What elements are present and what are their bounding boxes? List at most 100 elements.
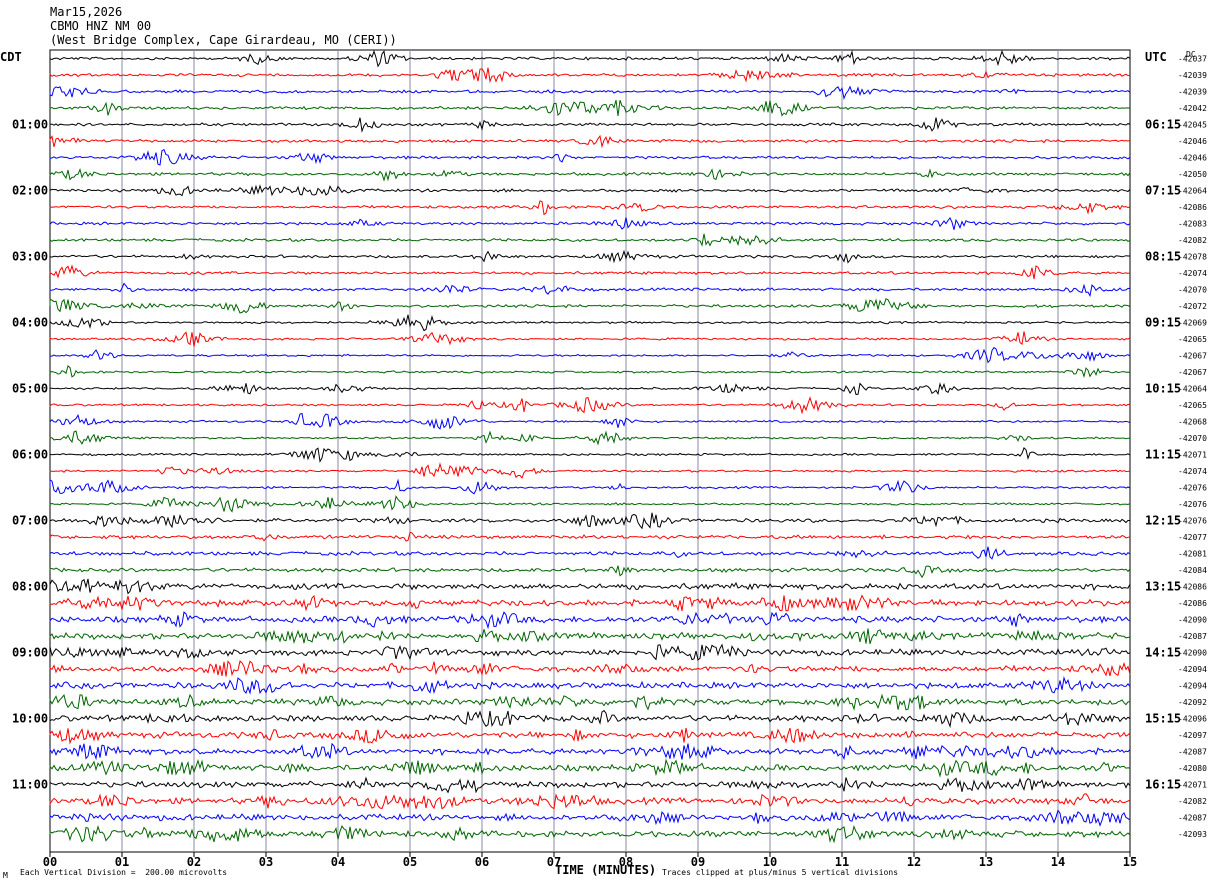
dc-offset-label: -42087	[1178, 748, 1207, 757]
dc-offset-label: -42046	[1178, 137, 1207, 146]
left-hour-label: 03:00	[12, 250, 48, 264]
left-hour-label: 09:00	[12, 646, 48, 660]
seismic-trace	[49, 314, 1130, 332]
seismic-trace	[49, 758, 1131, 778]
station-location: (West Bridge Complex, Cape Girardeau, MO…	[50, 33, 397, 47]
right-hour-label: 12:15	[1145, 514, 1181, 528]
seismic-trace	[49, 249, 1130, 264]
seismic-trace	[49, 216, 1131, 230]
right-hour-label: 11:15	[1145, 448, 1181, 462]
corner-mark: M	[3, 871, 8, 880]
seismic-trace	[49, 776, 1131, 794]
left-timezone-label: CDT	[0, 50, 22, 64]
right-hour-label: 09:15	[1145, 316, 1181, 330]
seismic-trace	[49, 85, 1131, 101]
dc-offset-label: -42064	[1178, 385, 1207, 394]
right-hour-label: 08:15	[1145, 250, 1181, 264]
dc-offset-label: -42074	[1178, 269, 1207, 278]
seismic-trace	[49, 149, 1131, 166]
seismic-trace	[49, 282, 1131, 298]
seismic-trace	[49, 594, 1131, 612]
dc-offset-label: -42076	[1178, 517, 1207, 526]
seismic-trace	[49, 611, 1131, 630]
x-tick-label: 13	[979, 855, 993, 869]
dc-offset-label: -42064	[1178, 187, 1207, 196]
seismic-trace	[49, 346, 1131, 364]
right-hour-label: 13:15	[1145, 580, 1181, 594]
seismic-trace	[49, 742, 1131, 761]
scale-note: Each Vertical Division = 200.00 microvol…	[20, 868, 228, 877]
dc-offset-label: -42090	[1178, 616, 1207, 625]
dc-offset-label: -42065	[1178, 335, 1207, 344]
left-hour-label: 07:00	[12, 514, 48, 528]
seismic-trace	[49, 660, 1131, 677]
dc-offset-label: -42039	[1178, 88, 1207, 97]
dc-offset-label: -42082	[1178, 797, 1207, 806]
right-hour-label: 15:15	[1145, 712, 1181, 726]
x-tick-label: 08	[619, 855, 633, 869]
x-axis-label: TIME (MINUTES)	[555, 863, 657, 877]
seismic-trace	[49, 117, 1131, 133]
seismic-trace	[49, 99, 1131, 117]
seismic-trace	[49, 396, 1131, 415]
seismic-trace	[49, 264, 1131, 280]
x-tick-label: 07	[547, 855, 561, 869]
seismic-trace	[49, 67, 1131, 84]
dc-offset-label: -42045	[1178, 121, 1207, 130]
seismic-trace	[49, 200, 1131, 216]
dc-offset-label: -42077	[1178, 533, 1207, 542]
x-tick-label: 12	[907, 855, 921, 869]
dc-offset-label: -42094	[1178, 665, 1207, 674]
seismic-trace	[49, 675, 1131, 695]
x-tick-label: 11	[835, 855, 849, 869]
dc-offset-label: -42086	[1178, 203, 1207, 212]
right-hour-label: 14:15	[1145, 646, 1181, 660]
dc-offset-label: -42072	[1178, 302, 1207, 311]
plot-frame	[49, 49, 1131, 853]
seismic-trace	[49, 809, 1131, 827]
dc-offset-label: -42050	[1178, 170, 1207, 179]
dc-offset-label: -42070	[1178, 434, 1207, 443]
dc-offset-label: -42065	[1178, 401, 1207, 410]
right-hour-label: 10:15	[1145, 382, 1181, 396]
seismic-trace	[49, 495, 1131, 513]
seismic-trace	[49, 462, 1131, 479]
seismic-trace	[49, 546, 1131, 560]
dc-offset-label: -42087	[1178, 814, 1207, 823]
left-hour-label: 11:00	[12, 778, 48, 792]
x-tick-label: 09	[691, 855, 705, 869]
seismic-trace	[49, 693, 1131, 711]
x-tick-label: 01	[115, 855, 129, 869]
dc-offset-label: -42037	[1178, 55, 1207, 64]
seismic-trace	[49, 531, 1131, 542]
dc-offset-label: -42080	[1178, 764, 1207, 773]
seismic-trace	[49, 331, 1131, 347]
x-tick-label: 05	[403, 855, 417, 869]
seismic-trace	[49, 412, 1131, 430]
seismic-trace	[49, 628, 1131, 644]
right-hour-label: 07:15	[1145, 184, 1181, 198]
dc-offset-label: -42039	[1178, 71, 1207, 80]
dc-offset-label: -42069	[1178, 319, 1207, 328]
dc-offset-label: -42086	[1178, 583, 1207, 592]
dc-offset-label: -42071	[1178, 781, 1207, 790]
x-tick-label: 03	[259, 855, 273, 869]
dc-offset-label: -42093	[1178, 830, 1207, 839]
x-tick-label: 00	[43, 855, 57, 869]
dc-offset-label: -42087	[1178, 632, 1207, 641]
seismic-trace	[49, 512, 1131, 530]
left-hour-label: 01:00	[12, 118, 48, 132]
seismic-trace	[49, 49, 1131, 68]
dc-offset-label: -42067	[1178, 368, 1207, 377]
left-hour-label: 10:00	[12, 712, 48, 726]
x-tick-label: 14	[1051, 855, 1065, 869]
seismic-trace	[49, 578, 1131, 595]
seismic-trace	[49, 727, 1131, 745]
seismic-trace	[49, 447, 1131, 463]
left-hour-label: 06:00	[12, 448, 48, 462]
seismic-trace	[49, 134, 1131, 149]
left-hour-label: 04:00	[12, 316, 48, 330]
dc-offset-label: -42081	[1178, 550, 1207, 559]
dc-offset-label: -42068	[1178, 418, 1207, 427]
seismic-trace	[49, 364, 1131, 379]
